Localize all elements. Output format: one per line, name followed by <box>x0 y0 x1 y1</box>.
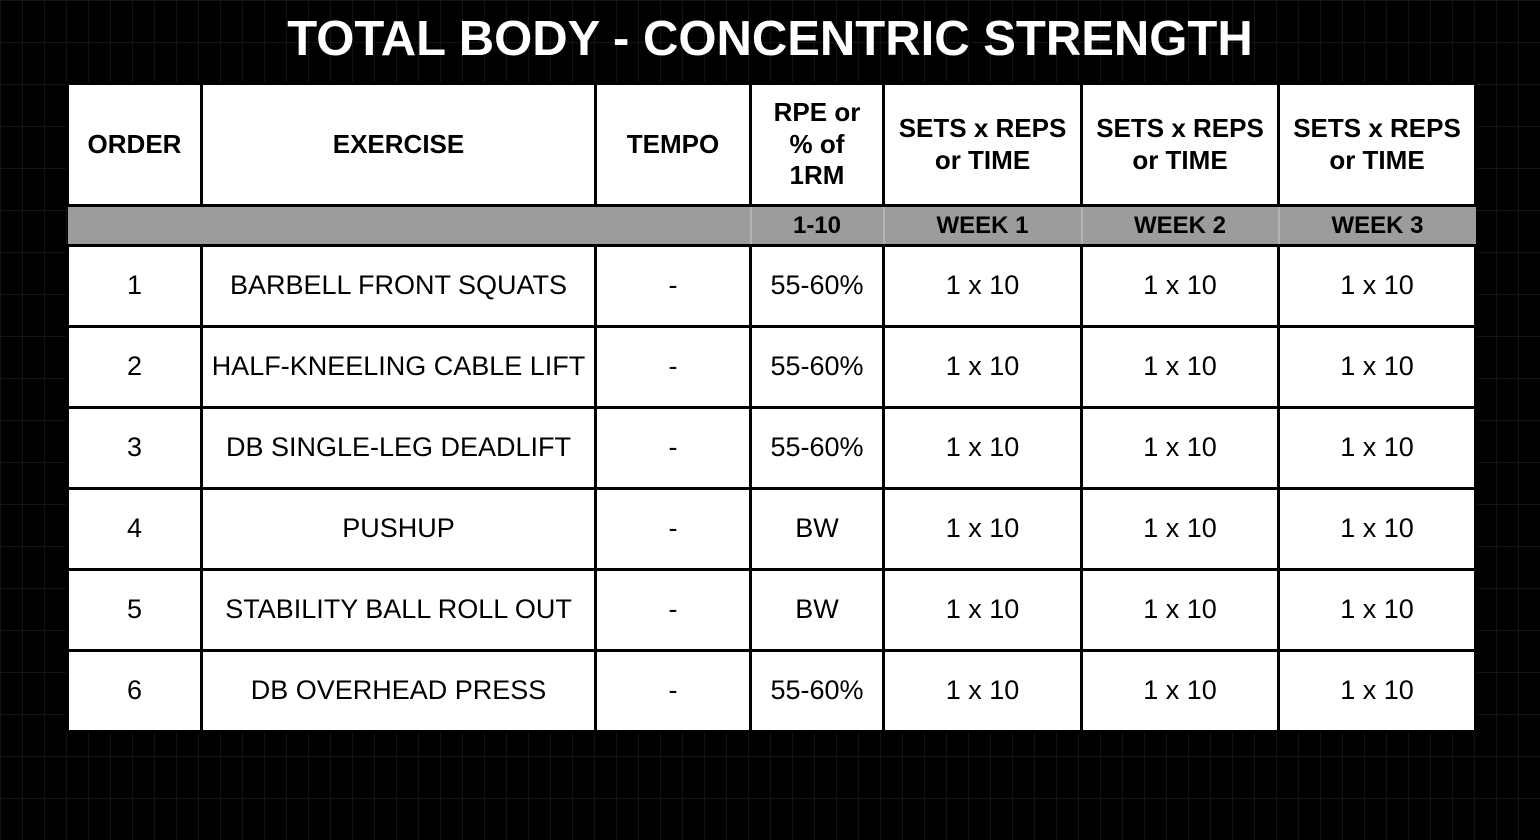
cell-week2: 1 x 10 <box>1080 649 1280 733</box>
cell-tempo: - <box>594 568 752 652</box>
cell-week3: 1 x 10 <box>1277 406 1477 490</box>
header-row: ORDER EXERCISE TEMPO RPE or % of 1RM SET… <box>66 82 1477 207</box>
header-cell-tempo: TEMPO <box>594 82 752 207</box>
cell-week1: 1 x 10 <box>882 406 1083 490</box>
cell-week1: 1 x 10 <box>882 325 1083 409</box>
table-row: 1 BARBELL FRONT SQUATS - 55-60% 1 x 10 1… <box>66 244 1477 328</box>
header-cell-order: ORDER <box>66 82 203 207</box>
cell-exercise: STABILITY BALL ROLL OUT <box>200 568 597 652</box>
cell-rpe: BW <box>749 568 885 652</box>
cell-tempo: - <box>594 406 752 490</box>
header-cell-week3: SETS x REPS or TIME <box>1277 82 1477 207</box>
table-row: 6 DB OVERHEAD PRESS - 55-60% 1 x 10 1 x … <box>66 649 1477 733</box>
cell-tempo: - <box>594 649 752 733</box>
header-cell-week2: SETS x REPS or TIME <box>1080 82 1280 207</box>
header-cell-exercise: EXERCISE <box>200 82 597 207</box>
table-row: 5 STABILITY BALL ROLL OUT - BW 1 x 10 1 … <box>66 568 1477 652</box>
table-row: 3 DB SINGLE-LEG DEADLIFT - 55-60% 1 x 10… <box>66 406 1477 490</box>
cell-week1: 1 x 10 <box>882 244 1083 328</box>
subheader-cell-week2: WEEK 2 <box>1080 204 1279 247</box>
cell-rpe: 55-60% <box>749 244 885 328</box>
header-cell-rpe: RPE or % of 1RM <box>749 82 885 207</box>
cell-week3: 1 x 10 <box>1277 325 1477 409</box>
subheader-cell-week1: WEEK 1 <box>882 204 1082 247</box>
subheader-cell-week3: WEEK 3 <box>1277 204 1476 247</box>
cell-week2: 1 x 10 <box>1080 325 1280 409</box>
cell-rpe: 55-60% <box>749 649 885 733</box>
table-row: 4 PUSHUP - BW 1 x 10 1 x 10 1 x 10 <box>66 487 1477 571</box>
subheader-cell-rpe-scale: 1-10 <box>749 204 884 247</box>
cell-order: 2 <box>66 325 203 409</box>
cell-week1: 1 x 10 <box>882 649 1083 733</box>
cell-order: 4 <box>66 487 203 571</box>
cell-week3: 1 x 10 <box>1277 649 1477 733</box>
cell-week2: 1 x 10 <box>1080 244 1280 328</box>
cell-exercise: DB SINGLE-LEG DEADLIFT <box>200 406 597 490</box>
table-row: 2 HALF-KNEELING CABLE LIFT - 55-60% 1 x … <box>66 325 1477 409</box>
cell-week2: 1 x 10 <box>1080 406 1280 490</box>
cell-tempo: - <box>594 325 752 409</box>
cell-week2: 1 x 10 <box>1080 487 1280 571</box>
page-title: TOTAL BODY - CONCENTRIC STRENGTH <box>287 12 1253 66</box>
cell-exercise: BARBELL FRONT SQUATS <box>200 244 597 328</box>
cell-rpe: BW <box>749 487 885 571</box>
subheader-row: 1-10 WEEK 1 WEEK 2 WEEK 3 <box>67 204 1476 247</box>
cell-order: 5 <box>66 568 203 652</box>
cell-exercise: PUSHUP <box>200 487 597 571</box>
cell-week1: 1 x 10 <box>882 487 1083 571</box>
cell-week3: 1 x 10 <box>1277 487 1477 571</box>
cell-order: 6 <box>66 649 203 733</box>
subheader-cell-exercise <box>201 204 596 247</box>
subheader-cell-order <box>67 204 202 247</box>
cell-order: 3 <box>66 406 203 490</box>
cell-exercise: HALF-KNEELING CABLE LIFT <box>200 325 597 409</box>
cell-week2: 1 x 10 <box>1080 568 1280 652</box>
subheader-cell-tempo <box>595 204 751 247</box>
cell-week3: 1 x 10 <box>1277 244 1477 328</box>
cell-rpe: 55-60% <box>749 406 885 490</box>
header-cell-week1: SETS x REPS or TIME <box>882 82 1083 207</box>
cell-week1: 1 x 10 <box>882 568 1083 652</box>
cell-tempo: - <box>594 244 752 328</box>
workout-table: ORDER EXERCISE TEMPO RPE or % of 1RM SET… <box>66 82 1477 733</box>
cell-rpe: 55-60% <box>749 325 885 409</box>
cell-tempo: - <box>594 487 752 571</box>
cell-exercise: DB OVERHEAD PRESS <box>200 649 597 733</box>
cell-order: 1 <box>66 244 203 328</box>
cell-week3: 1 x 10 <box>1277 568 1477 652</box>
